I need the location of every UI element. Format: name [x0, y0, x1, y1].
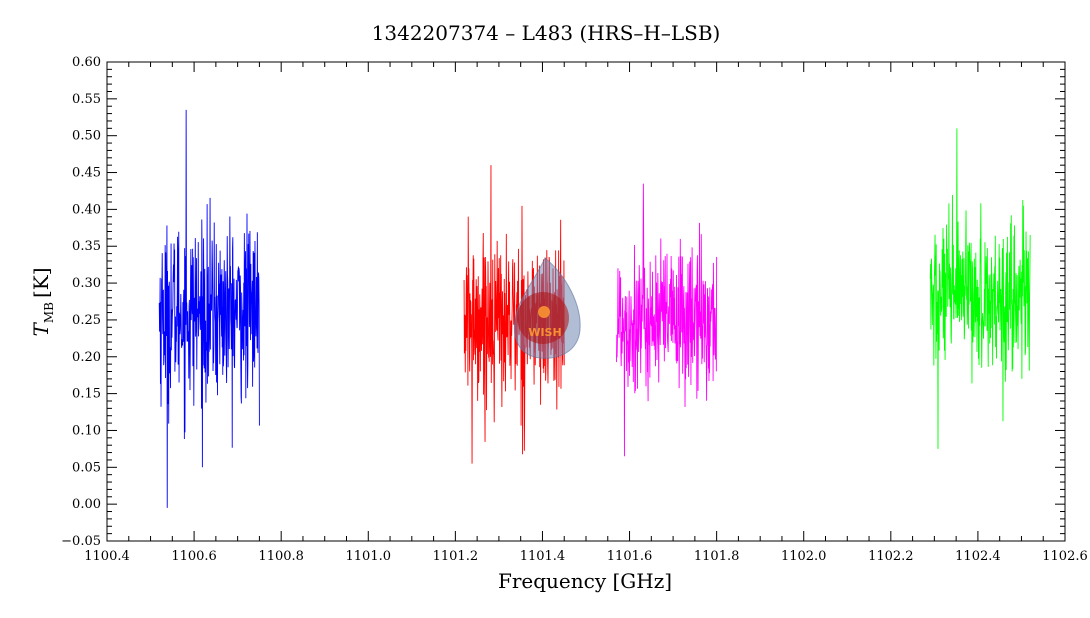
chart-title: 1342207374 – L483 (HRS–H–LSB)	[372, 21, 721, 45]
x-tick-label: 1100.6	[171, 549, 217, 564]
x-tick-label: 1102.6	[1042, 549, 1088, 564]
series-line-3	[616, 183, 718, 457]
axes-layer: 1100.4 1100.6 1100.8 1101.0 1101.2 1101.4 1101…	[61, 55, 1088, 564]
y-tick-label: 0.30	[72, 276, 101, 291]
x-tick-label: 1100.4	[84, 549, 130, 564]
x-tick-label: 1101.2	[433, 549, 479, 564]
y-tick-label: 0.55	[72, 92, 101, 107]
series-line-4	[929, 128, 1031, 449]
wish-logo: WISH	[513, 257, 581, 359]
series-layer	[158, 109, 1031, 508]
x-tick-label: 1102.0	[781, 549, 827, 564]
x-tick-label: 1102.2	[868, 549, 914, 564]
y-tick-label: −0.05	[61, 534, 101, 549]
y-tick-label: 0.15	[72, 387, 101, 402]
y-tick-label: 0.50	[72, 129, 101, 144]
y-tick-label: 0.40	[72, 202, 101, 217]
x-tick-label: 1100.8	[258, 549, 304, 564]
y-tick-label: 0.25	[72, 313, 101, 328]
y-tick-label: 0.10	[72, 423, 101, 438]
x-tick-label: 1101.8	[694, 549, 740, 564]
y-tick-label: 0.05	[72, 460, 101, 475]
y-axis-label: TMB[K]	[29, 268, 56, 337]
x-axis-label: Frequency [GHz]	[498, 569, 672, 593]
y-tick-label: 0.45	[72, 166, 101, 181]
x-tick-label: 1101.0	[346, 549, 392, 564]
y-tick-label: 0.00	[72, 497, 101, 512]
x-tick-label: 1101.4	[520, 549, 566, 564]
svg-text:WISH: WISH	[528, 326, 561, 339]
x-tick-label: 1102.4	[955, 549, 1001, 564]
y-tick-label: 0.20	[72, 350, 101, 365]
series-line-1	[158, 109, 260, 508]
y-tick-label: 0.35	[72, 239, 101, 254]
x-tick-label: 1101.6	[607, 549, 653, 564]
y-tick-label: 0.60	[72, 55, 101, 70]
